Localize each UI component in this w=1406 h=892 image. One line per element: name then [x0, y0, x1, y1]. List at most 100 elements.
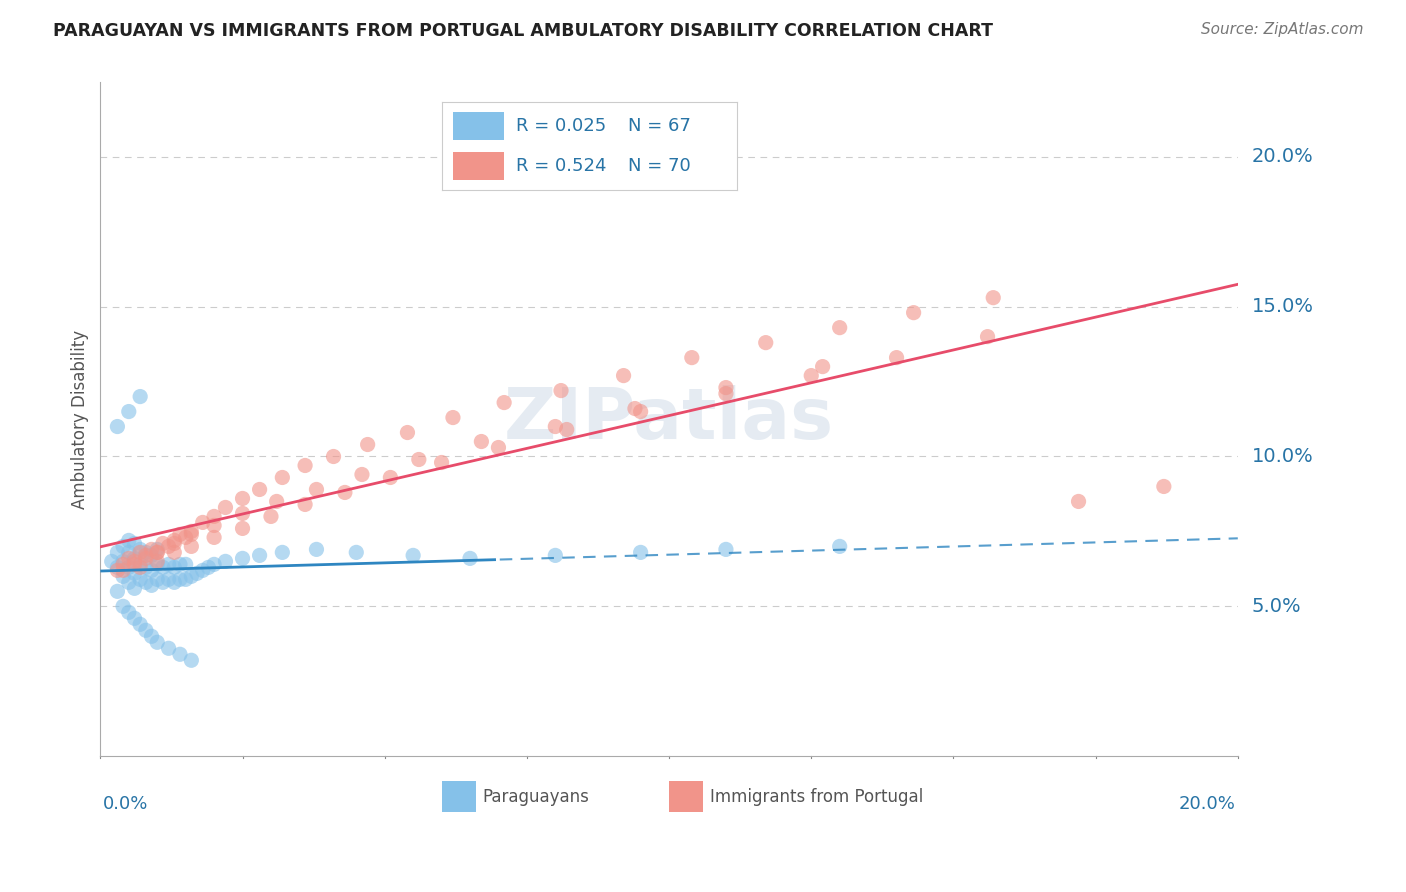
Text: ZIPatlas: ZIPatlas	[503, 384, 834, 453]
Point	[197, 560, 219, 574]
Point	[146, 554, 169, 568]
Point	[231, 551, 253, 566]
Point	[202, 518, 225, 533]
Point	[112, 554, 135, 568]
Point	[249, 549, 271, 563]
Point	[174, 530, 197, 544]
Point	[350, 467, 373, 482]
Point	[135, 545, 157, 559]
Point	[231, 521, 253, 535]
Point	[976, 329, 998, 343]
Text: 15.0%: 15.0%	[1251, 297, 1313, 316]
Point	[886, 351, 908, 365]
Point	[202, 509, 225, 524]
Point	[294, 498, 316, 512]
Text: Source: ZipAtlas.com: Source: ZipAtlas.com	[1201, 22, 1364, 37]
Point	[180, 527, 202, 541]
Point	[141, 542, 163, 557]
Point	[112, 569, 135, 583]
Point	[470, 434, 492, 449]
Point	[555, 423, 578, 437]
Point	[214, 500, 236, 515]
Point	[271, 545, 294, 559]
Point	[141, 563, 163, 577]
Point	[157, 540, 180, 554]
Y-axis label: Ambulatory Disability: Ambulatory Disability	[72, 329, 89, 508]
Point	[294, 458, 316, 473]
Point	[828, 320, 851, 334]
Point	[107, 545, 129, 559]
Point	[755, 335, 778, 350]
Point	[613, 368, 636, 383]
Point	[107, 560, 129, 574]
Point	[118, 404, 141, 418]
Point	[118, 533, 141, 548]
Point	[135, 551, 157, 566]
Point	[118, 545, 141, 559]
Point	[157, 573, 180, 587]
Point	[135, 575, 157, 590]
Point	[124, 554, 146, 568]
Point	[180, 569, 202, 583]
Point	[129, 617, 152, 632]
Point	[333, 485, 356, 500]
Point	[118, 560, 141, 574]
Point	[458, 551, 481, 566]
Point	[146, 635, 169, 649]
Point	[1067, 494, 1090, 508]
Point	[118, 551, 141, 566]
Point	[124, 566, 146, 581]
Point	[141, 578, 163, 592]
Point	[544, 419, 567, 434]
Point	[344, 545, 367, 559]
Point	[146, 545, 169, 559]
Point	[1153, 479, 1175, 493]
Point	[488, 441, 510, 455]
Point	[124, 551, 146, 566]
Point	[124, 582, 146, 596]
Point	[271, 470, 294, 484]
Point	[124, 536, 146, 550]
Point	[163, 575, 186, 590]
Point	[202, 530, 225, 544]
Point	[112, 599, 135, 614]
Point	[107, 584, 129, 599]
Point	[266, 494, 288, 508]
Point	[356, 437, 378, 451]
Point	[231, 507, 253, 521]
Point	[107, 419, 129, 434]
Point	[681, 351, 703, 365]
Point	[714, 380, 737, 394]
Point	[180, 653, 202, 667]
Point	[260, 509, 283, 524]
Point	[630, 545, 652, 559]
Point	[135, 549, 157, 563]
Point	[169, 558, 191, 572]
Point	[152, 560, 174, 574]
Point	[408, 452, 430, 467]
Point	[169, 573, 191, 587]
Point	[129, 573, 152, 587]
Point	[146, 545, 169, 559]
Text: 0.0%: 0.0%	[103, 795, 149, 814]
Point	[112, 563, 135, 577]
Text: 10.0%: 10.0%	[1251, 447, 1313, 466]
Point	[129, 558, 152, 572]
Point	[305, 483, 328, 497]
Point	[163, 536, 186, 550]
Point	[624, 401, 647, 416]
Point	[396, 425, 419, 440]
Point	[141, 549, 163, 563]
Point	[135, 624, 157, 638]
Point	[214, 554, 236, 568]
Point	[800, 368, 823, 383]
Point	[186, 566, 208, 581]
Point	[152, 575, 174, 590]
Point	[494, 395, 516, 409]
Point	[811, 359, 834, 374]
Point	[146, 558, 169, 572]
Point	[112, 558, 135, 572]
Point	[714, 386, 737, 401]
Text: 5.0%: 5.0%	[1251, 597, 1302, 615]
Point	[441, 410, 464, 425]
